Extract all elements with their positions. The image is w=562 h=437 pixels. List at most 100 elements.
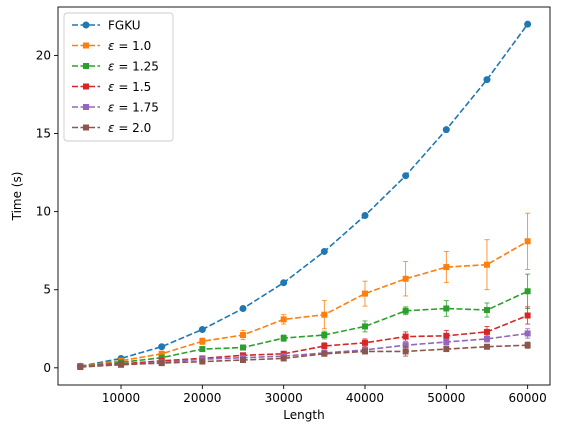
data-point <box>402 172 410 180</box>
series-line <box>80 23 529 368</box>
series-line <box>80 332 528 368</box>
data-point <box>321 332 328 339</box>
data-point <box>198 326 206 334</box>
data-point <box>483 307 490 314</box>
data-point <box>402 342 409 349</box>
legend-label: ε = 1.0 <box>108 39 151 53</box>
data-point <box>361 348 368 355</box>
x-tick-label: 40000 <box>346 391 384 405</box>
data-point <box>320 247 328 255</box>
data-point <box>240 357 247 364</box>
x-axis: 10000 20000 30000 40000 50000 60000 <box>102 385 547 405</box>
legend-label-symbol: ε <box>108 101 115 115</box>
data-point <box>280 335 287 342</box>
data-point <box>199 346 206 353</box>
data-point <box>524 330 531 337</box>
data-point <box>402 307 409 314</box>
data-point <box>402 348 409 355</box>
data-point <box>118 361 125 368</box>
data-point <box>240 344 247 351</box>
data-point <box>240 332 247 339</box>
x-tick-label: 20000 <box>183 391 221 405</box>
legend-item-4: ε = 1.75 <box>72 101 159 115</box>
data-point <box>443 346 450 353</box>
legend-marker <box>83 104 89 110</box>
series-line <box>80 240 528 368</box>
legend-label: ε = 1.25 <box>108 60 159 74</box>
legend-label: ε = 2.0 <box>108 121 151 135</box>
y-tick-label: 10 <box>36 205 51 219</box>
legend-item-2: ε = 1.25 <box>72 60 159 74</box>
legend-label: ε = 1.5 <box>108 80 151 94</box>
data-point <box>280 316 287 323</box>
legend-label-value: = 1.5 <box>115 80 152 94</box>
legend-label-value: = 1.75 <box>115 101 159 115</box>
y-tick-label: 20 <box>36 48 51 62</box>
data-point <box>158 360 165 367</box>
legend-label-value: = 1.25 <box>115 60 159 74</box>
data-point <box>524 342 531 349</box>
data-point <box>158 350 165 357</box>
legend-marker <box>82 21 90 29</box>
series-line <box>80 344 528 368</box>
legend-label-symbol: ε <box>108 39 115 53</box>
x-axis-label: Length <box>283 408 324 422</box>
legend-label: ε = 1.75 <box>108 101 159 115</box>
legend-label-symbol: ε <box>108 80 115 94</box>
y-tick-label: 0 <box>43 361 51 375</box>
data-point <box>199 358 206 365</box>
legend-label: FGKU <box>108 19 141 33</box>
data-point <box>442 126 450 134</box>
data-point <box>443 264 450 271</box>
legend-item-1: ε = 1.0 <box>72 39 151 53</box>
legend-marker <box>83 42 89 49</box>
data-point <box>321 342 328 349</box>
data-point <box>483 261 490 268</box>
series-line <box>80 314 528 368</box>
data-point <box>443 305 450 312</box>
data-point <box>524 20 532 28</box>
y-axis: 0 5 10 15 20 <box>36 48 58 375</box>
x-tick-label: 50000 <box>427 391 465 405</box>
data-point <box>199 338 206 345</box>
data-point <box>402 333 409 340</box>
data-point <box>443 332 450 339</box>
y-axis-label: Time (s) <box>10 172 24 222</box>
legend-marker <box>83 63 89 69</box>
data-point <box>483 328 490 335</box>
data-point <box>483 76 491 84</box>
y-tick-label: 15 <box>36 127 51 141</box>
data-point <box>361 323 368 330</box>
x-tick-label: 30000 <box>265 391 303 405</box>
data-point <box>321 350 328 357</box>
series-layer <box>76 20 532 371</box>
data-point <box>361 212 369 220</box>
data-point <box>321 311 328 318</box>
legend-marker <box>83 83 89 90</box>
data-point <box>483 335 490 342</box>
series-line <box>80 290 528 368</box>
data-point <box>524 238 531 245</box>
data-point <box>361 339 368 346</box>
data-point <box>158 343 166 351</box>
data-point <box>402 275 409 282</box>
series-2 <box>77 273 531 370</box>
data-point <box>280 279 288 287</box>
data-point <box>524 312 531 319</box>
legend-label-symbol: ε <box>108 121 115 135</box>
data-point <box>483 343 490 350</box>
legend-label-value: = 2.0 <box>115 121 152 135</box>
legend-label-value: = 1.0 <box>115 39 152 53</box>
data-point <box>524 288 531 295</box>
plot-frame <box>57 6 551 386</box>
data-point <box>239 304 247 312</box>
y-tick-label: 5 <box>43 283 51 297</box>
data-point <box>443 339 450 346</box>
x-tick-label: 60000 <box>509 391 547 405</box>
legend-item-0: FGKU <box>72 19 141 33</box>
data-point <box>361 290 368 297</box>
data-point <box>77 364 84 371</box>
